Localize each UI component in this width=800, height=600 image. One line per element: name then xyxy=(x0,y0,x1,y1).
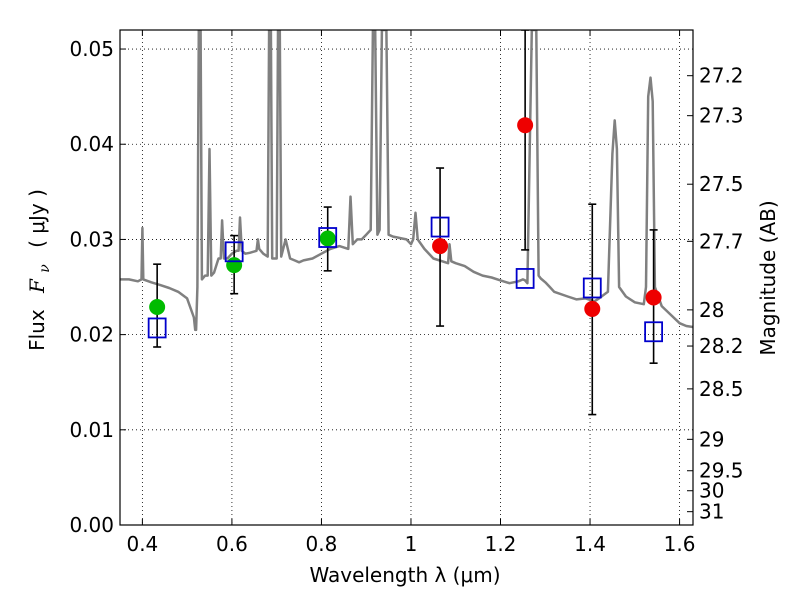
x-tick-label: 1.4 xyxy=(574,532,606,556)
x-axis-label: Wavelength λ (μm) xyxy=(309,563,500,587)
model-spectrum-line xyxy=(120,30,693,332)
observed-point-red xyxy=(645,289,662,306)
observed-point-red xyxy=(517,117,534,134)
model-band-square xyxy=(318,227,338,248)
axis-ticks: 0.4 0.6 0.8 1 1.2 1.4 1.6 0.00 0.01 0.02 0.03 0.04 0… xyxy=(69,30,744,556)
x-tick-label: 0.6 xyxy=(216,532,248,556)
right-tick-label: 28 xyxy=(699,298,724,322)
x-tick-label: 0.8 xyxy=(306,532,338,556)
y-tick-label: 0.02 xyxy=(69,323,114,347)
y-axis-label-symbol: F xyxy=(25,278,49,294)
observed-point-green xyxy=(149,299,166,316)
x-tick-label: 1.2 xyxy=(485,532,517,556)
model-band-square xyxy=(644,321,664,343)
y-tick-label: 0.00 xyxy=(69,513,114,537)
plot-area xyxy=(120,30,693,416)
observed-point-green xyxy=(226,257,243,274)
right-tick-label: 29.5 xyxy=(699,459,744,483)
y-axis-label-subscript: ν xyxy=(37,264,53,273)
model-band-square xyxy=(147,317,167,339)
y-tick-label: 0.04 xyxy=(69,132,114,156)
x-tick-label: 1.6 xyxy=(664,532,696,556)
observed-point-green xyxy=(319,230,336,247)
x-tick-label: 0.4 xyxy=(126,532,158,556)
y-tick-label: 0.05 xyxy=(69,37,114,61)
right-tick-label: 27.7 xyxy=(699,229,744,253)
plot-frame xyxy=(119,29,694,526)
right-tick-label: 27.2 xyxy=(699,64,744,88)
y-axis-label-units: ( μJy ) xyxy=(25,189,49,248)
right-tick-label: 31 xyxy=(699,500,724,524)
observed-point-red xyxy=(432,238,449,255)
right-tick-label: 28.2 xyxy=(699,334,744,358)
model-band-square xyxy=(582,277,602,299)
y-tick-label: 0.01 xyxy=(69,418,114,442)
observed-point-red xyxy=(584,300,601,317)
model-band-square xyxy=(515,268,535,289)
model-band-square xyxy=(430,216,450,238)
svg-text:Flux F ν ( μ: Flux F ν ( μJy ) xyxy=(25,189,54,351)
right-tick-label: 27.3 xyxy=(699,104,744,128)
grid xyxy=(120,30,693,525)
right-tick-label: 29 xyxy=(699,427,724,451)
y-axis-label-main: Flux xyxy=(25,309,49,351)
right-tick-label: 27.5 xyxy=(699,172,744,196)
right-tick-label: 28.5 xyxy=(699,377,744,401)
y-axis-label: Flux F ν ( μJy ) xyxy=(25,189,54,351)
right-tick-label: 30 xyxy=(699,479,724,503)
y-tick-label: 0.03 xyxy=(69,227,114,251)
x-tick-label: 1 xyxy=(405,532,418,556)
right-axis-label: Magnitude (AB) xyxy=(756,200,780,355)
model-band-square xyxy=(224,241,244,263)
